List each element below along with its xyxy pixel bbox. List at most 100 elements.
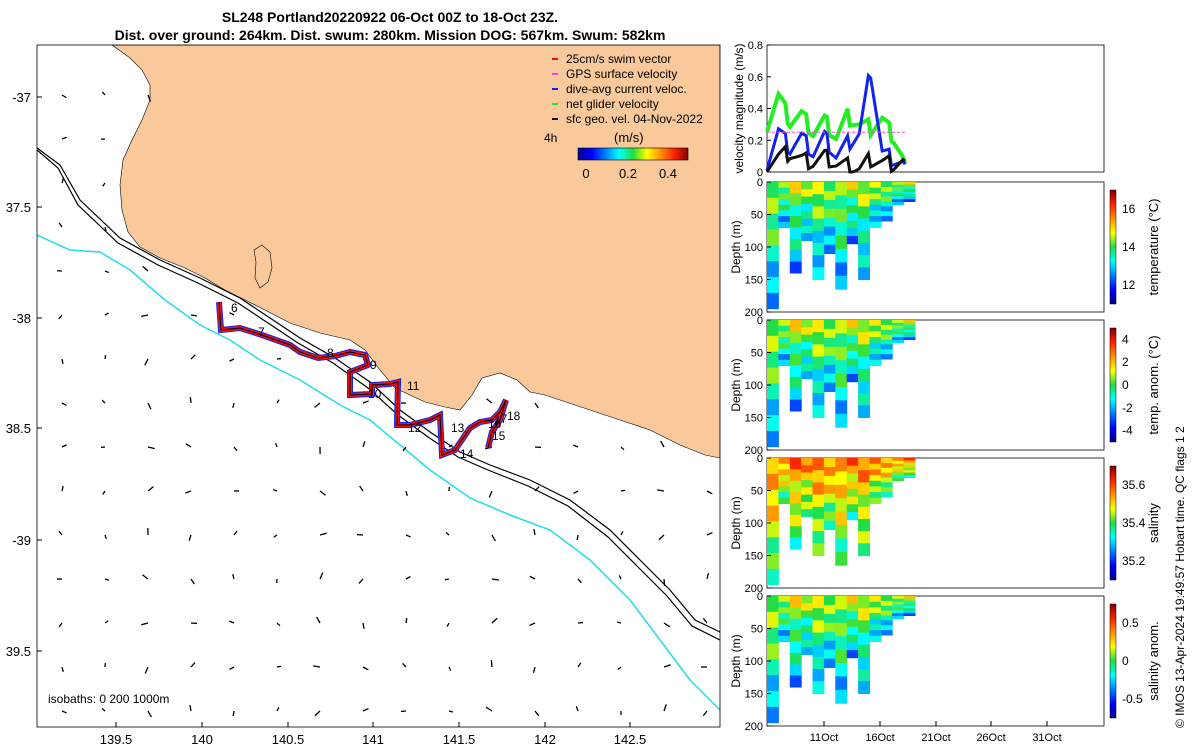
velocity-panel: 0.8 0.6 0.4 0.2 0 velocity magnitude (m/s): [732, 40, 1105, 179]
velocity-arrow: [272, 489, 278, 492]
velocity-arrow: [61, 485, 64, 492]
velocity-arrow: [362, 400, 369, 404]
profile-cell: [812, 596, 825, 609]
profile-cell: [869, 182, 882, 189]
profile-cell: [858, 267, 870, 280]
day-label: 18: [507, 409, 521, 423]
velocity-arrow: [491, 617, 498, 624]
profile-cell: [880, 354, 893, 360]
profile-cell: [846, 197, 859, 206]
profile-cell: [812, 230, 825, 244]
profile-cell: [869, 601, 882, 608]
profile-cell: [892, 610, 905, 614]
time-tick-label: 31Oct: [1032, 732, 1061, 744]
profile-cell: [812, 194, 825, 207]
profile-y-tick-label: 150: [745, 689, 763, 701]
time-tick-label: 11Oct: [810, 732, 839, 744]
profile-cell: [767, 229, 779, 246]
profile-cell: [880, 610, 893, 616]
velocity-arrow: [656, 489, 665, 492]
profile-cell: [880, 349, 893, 355]
velocity-arrow: [229, 666, 235, 670]
profile-cell: [880, 477, 893, 483]
profile-cell: [858, 332, 870, 345]
profile-cell: [823, 244, 836, 254]
velocity-arrow: [405, 576, 411, 580]
velocity-arrow: [58, 222, 63, 228]
profile-cell: [778, 463, 791, 470]
profile-cell: [801, 625, 814, 634]
isobath-200m: [37, 149, 720, 641]
profile-cell: [767, 489, 779, 506]
profile-cell: [903, 600, 916, 604]
profile-cell: [778, 618, 791, 625]
velocity-arrow: [104, 226, 107, 232]
profile-colorbar-tick: 0.5: [1122, 616, 1139, 630]
velocity-y-tick-label: 0.8: [748, 40, 763, 52]
profile-cell: [801, 196, 814, 205]
glider-track: [216, 301, 509, 460]
velocity-arrow: [362, 622, 365, 630]
velocity-arrow: [577, 662, 582, 668]
profile-cell: [846, 374, 859, 383]
profile-cell: [892, 458, 905, 462]
map-panel: 139.5 140 140.5 141 141.5 142 142.5 -3737.5-38…: [6, 44, 721, 747]
map-y-axis: -37 37.5 -38 38.5 -39 39.5: [6, 90, 42, 659]
land-mass: [111, 45, 720, 459]
profile-cell: [778, 187, 791, 194]
profile-cell: [789, 250, 802, 263]
profile-y-tick-label: 0: [757, 453, 763, 465]
profile-cell: [767, 691, 779, 708]
velocity-arrow: [147, 486, 154, 492]
profile-cell: [880, 191, 893, 198]
velocity-arrow: [276, 707, 280, 712]
profile-cell: [892, 328, 905, 332]
profile-y-tick-label: 0: [757, 177, 763, 189]
profile-cell: [846, 189, 859, 198]
profile-cell: [823, 640, 836, 651]
profile-cell: [892, 187, 905, 191]
profile-cell: [858, 669, 870, 682]
profile-cell: [801, 487, 814, 496]
profile-cell: [869, 469, 882, 476]
velocity-arrow: [359, 485, 364, 492]
profile-cell: [846, 205, 859, 214]
colorbar-title: (m/s): [614, 130, 644, 145]
velocity-arrow: [706, 490, 713, 495]
profile-cell: [767, 568, 779, 586]
velocity-arrow: [533, 528, 536, 536]
velocity-arrow: [620, 489, 626, 492]
profile-cell: [880, 600, 893, 607]
velocity-arrow: [189, 396, 192, 404]
profile-cell: [835, 649, 848, 664]
profile-cell: [778, 635, 791, 642]
velocity-arrow: [104, 312, 109, 316]
profile-cell: [789, 596, 802, 608]
profile-cell: [880, 458, 893, 464]
profile-cell: [835, 511, 848, 526]
profile-cell: [789, 503, 802, 516]
profile-cell: [823, 182, 836, 192]
velocity-arrow: [58, 530, 63, 536]
velocity-arrow: [316, 616, 321, 624]
profile-cell: [892, 601, 905, 605]
profile-cell: [801, 472, 814, 481]
map-x-tick-label: 139.5: [100, 732, 133, 747]
velocity-arrow: [573, 490, 579, 494]
profile-cell: [835, 471, 848, 486]
map-x-tick-label: 141: [362, 732, 384, 747]
profile-cell: [789, 652, 802, 665]
speed-colorbar-ticks: 0 0.2 0.4: [582, 166, 677, 181]
profile-cell: [835, 689, 848, 704]
profile-cell: [880, 625, 893, 631]
profile-cell: [778, 325, 791, 332]
velocity-arrow: [529, 622, 536, 627]
velocity-arrow: [102, 182, 106, 187]
profile-cell: [903, 472, 916, 476]
profile-cell: [858, 393, 870, 406]
velocity-arrow: [61, 358, 64, 365]
profile-cell: [858, 255, 870, 268]
speed-colorbar-tick: 0.4: [659, 166, 677, 181]
profile-cell: [778, 359, 791, 366]
profile-cell: [767, 537, 779, 554]
